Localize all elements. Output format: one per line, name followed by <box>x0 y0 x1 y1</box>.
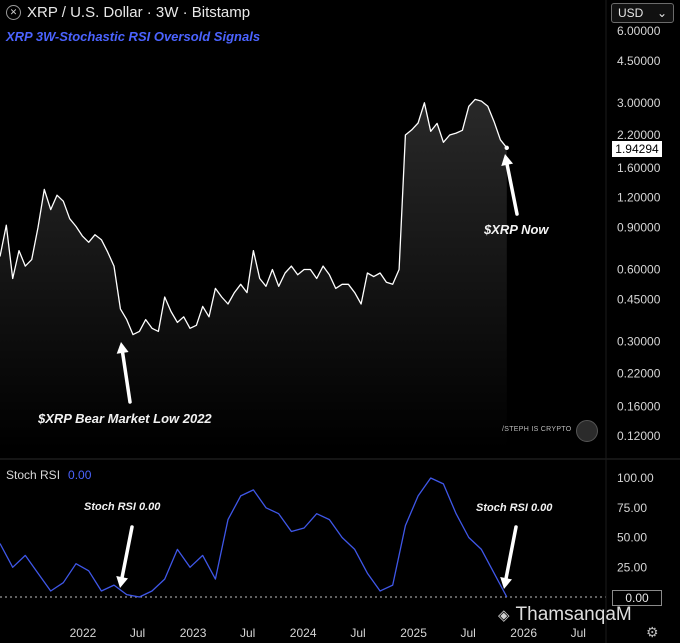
annotation-bear-low: $XRP Bear Market Low 2022 <box>38 411 212 426</box>
price-line <box>0 98 508 336</box>
price-tick-label: 0.45000 <box>617 292 661 306</box>
price-tick-label: 0.90000 <box>617 221 661 235</box>
annotation-stoch-right: Stoch RSI 0.00 <box>476 502 553 514</box>
price-tick-label: 2.20000 <box>617 128 661 142</box>
price-tick-label: 1.60000 <box>617 161 661 175</box>
chart-subtitle: XRP 3W-Stochastic RSI Oversold Signals <box>6 29 261 44</box>
arrow-xrp-now <box>501 154 519 216</box>
stoch-legend: Stoch RSI 0.00 <box>6 468 91 482</box>
price-tick-label: 0.22000 <box>617 366 661 380</box>
stoch-tick-label: 100.00 <box>617 471 654 485</box>
stoch-label: Stoch RSI <box>6 468 61 482</box>
arrow-xrp-now-head <box>501 154 514 166</box>
price-pane <box>0 98 509 451</box>
price-tick-label: 6.00000 <box>617 24 661 38</box>
stoch-tick-label: 50.00 <box>617 531 647 545</box>
chevron-down-icon: ⌄ <box>656 6 667 20</box>
x-tick-label: Jul <box>350 626 365 640</box>
x-tick-label: 2026 <box>510 626 537 640</box>
price-tick-label: 0.60000 <box>617 263 661 277</box>
arrow-stoch-left-shaft <box>120 525 134 579</box>
arrow-stoch-right-head <box>500 577 512 589</box>
arrows <box>116 154 519 589</box>
annotation-xrp-now: $XRP Now <box>484 222 549 237</box>
x-tick-label: 2024 <box>290 626 317 640</box>
price-area <box>0 99 507 451</box>
binance-logo-icon: ◈ <box>498 607 510 624</box>
stoch-rsi-line <box>0 477 508 598</box>
watermark-large: ◈ ThamsanqaM <box>498 604 632 626</box>
arrow-stoch-left-head <box>116 576 129 588</box>
x-tick-label: Jul <box>460 626 475 640</box>
price-tick-label: 0.16000 <box>617 399 661 413</box>
stoch-tick-label: 75.00 <box>617 501 647 515</box>
last-price-tag: 1.94294 <box>612 141 662 157</box>
arrow-stoch-left <box>116 525 134 588</box>
x-tick-label: Jul <box>130 626 145 640</box>
currency-value: USD <box>618 6 644 20</box>
annotation-stoch-left: Stoch RSI 0.00 <box>84 501 161 513</box>
arrow-stoch-right-shaft <box>504 525 518 580</box>
arrow-xrp-now-shaft <box>505 163 519 216</box>
x-tick-label: Jul <box>240 626 255 640</box>
price-tick-label: 0.12000 <box>617 429 661 443</box>
watermark-logo-icon <box>576 420 598 442</box>
chart-title: XRP / U.S. Dollar · 3W · Bitstamp <box>27 4 251 21</box>
arrow-bear-low-shaft <box>120 351 132 404</box>
stoch-pane <box>0 477 606 598</box>
last-price-point <box>504 145 509 151</box>
stoch-last-tag: 0.00 <box>612 590 662 606</box>
arrow-bear-low <box>116 342 132 404</box>
price-tick-label: 1.20000 <box>617 191 661 205</box>
x-tick-label: 2023 <box>180 626 207 640</box>
price-tick-label: 4.50000 <box>617 54 661 68</box>
arrow-stoch-right <box>500 525 518 589</box>
stoch-tick-label: 25.00 <box>617 560 647 574</box>
x-tick-label: 2025 <box>400 626 427 640</box>
price-tick-label: 3.00000 <box>617 96 661 110</box>
stoch-value: 0.00 <box>68 468 92 482</box>
chart-header: ✕ XRP / U.S. Dollar · 3W · Bitstamp <box>6 4 250 21</box>
x-tick-label: 2022 <box>70 626 97 640</box>
xrp-logo-icon: ✕ <box>6 5 21 20</box>
price-tick-label: 0.30000 <box>617 334 661 348</box>
arrow-bear-low-head <box>116 342 129 354</box>
x-tick-label: Jul <box>571 626 586 640</box>
gear-icon[interactable]: ⚙ <box>646 624 659 640</box>
watermark-large-text: ThamsanqaM <box>515 604 632 625</box>
watermark-small: /STEPH IS CRYPTO <box>502 426 572 433</box>
currency-select[interactable]: USD ⌄ <box>611 3 674 23</box>
